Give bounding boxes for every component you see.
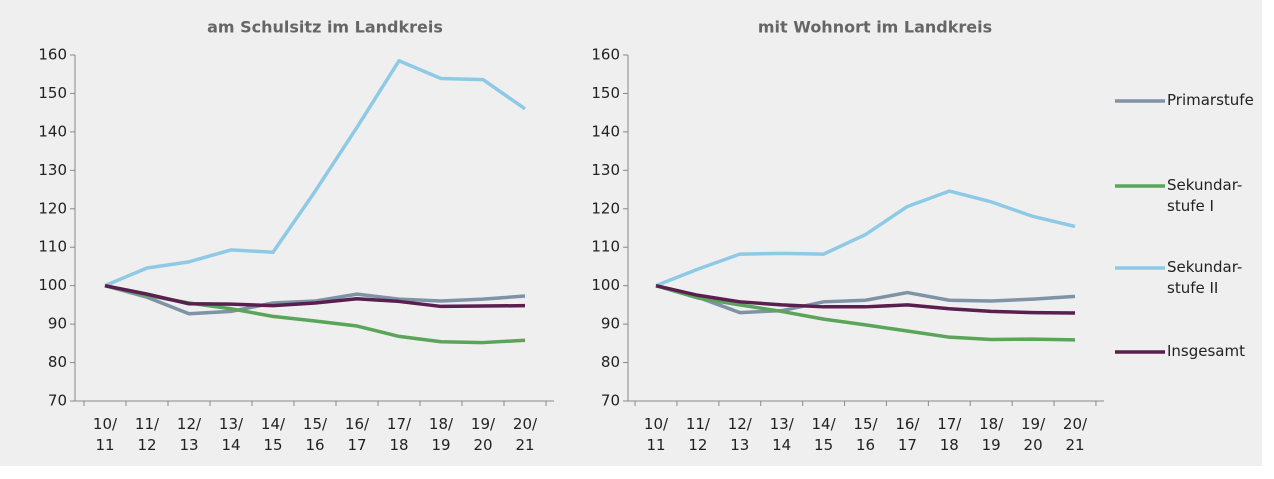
y-tick-label: 140 bbox=[38, 122, 67, 140]
y-tick-label: 90 bbox=[48, 315, 67, 333]
x-tick-label: 14/ 15 bbox=[811, 415, 836, 454]
series-line bbox=[655, 283, 1076, 315]
x-tick-label: 14/ 15 bbox=[260, 415, 286, 454]
series-line bbox=[104, 283, 526, 345]
x-tick-label: 18/ 19 bbox=[428, 415, 454, 454]
x-tick-label: 11/ 12 bbox=[134, 415, 160, 454]
x-tick-label: 16/ 17 bbox=[895, 415, 920, 454]
chart-title: mit Wohnort im Landkreis bbox=[758, 18, 992, 37]
y-tick-label: 160 bbox=[38, 46, 67, 64]
y-tick-label: 160 bbox=[591, 46, 620, 64]
x-tick-label: 13/ 14 bbox=[769, 415, 794, 454]
y-tick-label: 150 bbox=[38, 84, 67, 102]
x-tick-label: 20/ 21 bbox=[512, 415, 538, 454]
series-line bbox=[104, 283, 526, 309]
x-tick-label: 19/ 20 bbox=[1021, 415, 1046, 454]
series-line bbox=[104, 59, 526, 288]
y-tick-label: 140 bbox=[591, 122, 620, 140]
legend-label: Insgesamt bbox=[1167, 342, 1245, 360]
x-tick-label: 20/ 21 bbox=[1062, 415, 1088, 454]
x-tick-label: 16/ 17 bbox=[344, 415, 370, 454]
y-tick-label: 150 bbox=[591, 84, 620, 102]
x-tick-label: 12/ 13 bbox=[727, 415, 752, 454]
x-tick-label: 10/ 11 bbox=[643, 415, 669, 454]
x-tick-label: 19/ 20 bbox=[470, 415, 496, 454]
y-tick-label: 120 bbox=[591, 199, 620, 217]
x-tick-label: 10/ 11 bbox=[92, 415, 118, 454]
legend-label: Sekundar-stufe I bbox=[1167, 176, 1243, 215]
y-tick-label: 110 bbox=[38, 238, 67, 256]
series-line bbox=[655, 189, 1076, 288]
legend-label: Primarstufe bbox=[1167, 91, 1254, 109]
chart-title: am Schulsitz im Landkreis bbox=[207, 18, 443, 37]
y-tick-label: 90 bbox=[601, 315, 620, 333]
y-tick-label: 70 bbox=[601, 392, 620, 410]
x-tick-label: 17/ 18 bbox=[386, 415, 412, 454]
y-tick-label: 70 bbox=[48, 392, 67, 410]
legend-label: Sekundar-stufe II bbox=[1167, 258, 1243, 297]
series-line bbox=[104, 283, 526, 316]
y-tick-label: 100 bbox=[38, 276, 67, 294]
x-tick-label: 15/ 16 bbox=[853, 415, 878, 454]
background bbox=[0, 0, 1262, 466]
x-tick-label: 13/ 14 bbox=[218, 415, 244, 454]
y-tick-label: 130 bbox=[38, 161, 67, 179]
x-tick-label: 18/ 19 bbox=[979, 415, 1004, 454]
y-tick-label: 110 bbox=[591, 238, 620, 256]
x-tick-label: 17/ 18 bbox=[937, 415, 962, 454]
y-tick-label: 80 bbox=[48, 353, 67, 371]
y-tick-label: 130 bbox=[591, 161, 620, 179]
x-tick-label: 11/ 12 bbox=[685, 415, 710, 454]
x-tick-label: 12/ 13 bbox=[176, 415, 202, 454]
x-tick-label: 15/ 16 bbox=[302, 415, 328, 454]
series-line bbox=[655, 283, 1076, 342]
y-tick-label: 80 bbox=[601, 353, 620, 371]
series-line bbox=[655, 283, 1076, 315]
y-tick-label: 100 bbox=[591, 276, 620, 294]
y-tick-label: 120 bbox=[38, 199, 67, 217]
